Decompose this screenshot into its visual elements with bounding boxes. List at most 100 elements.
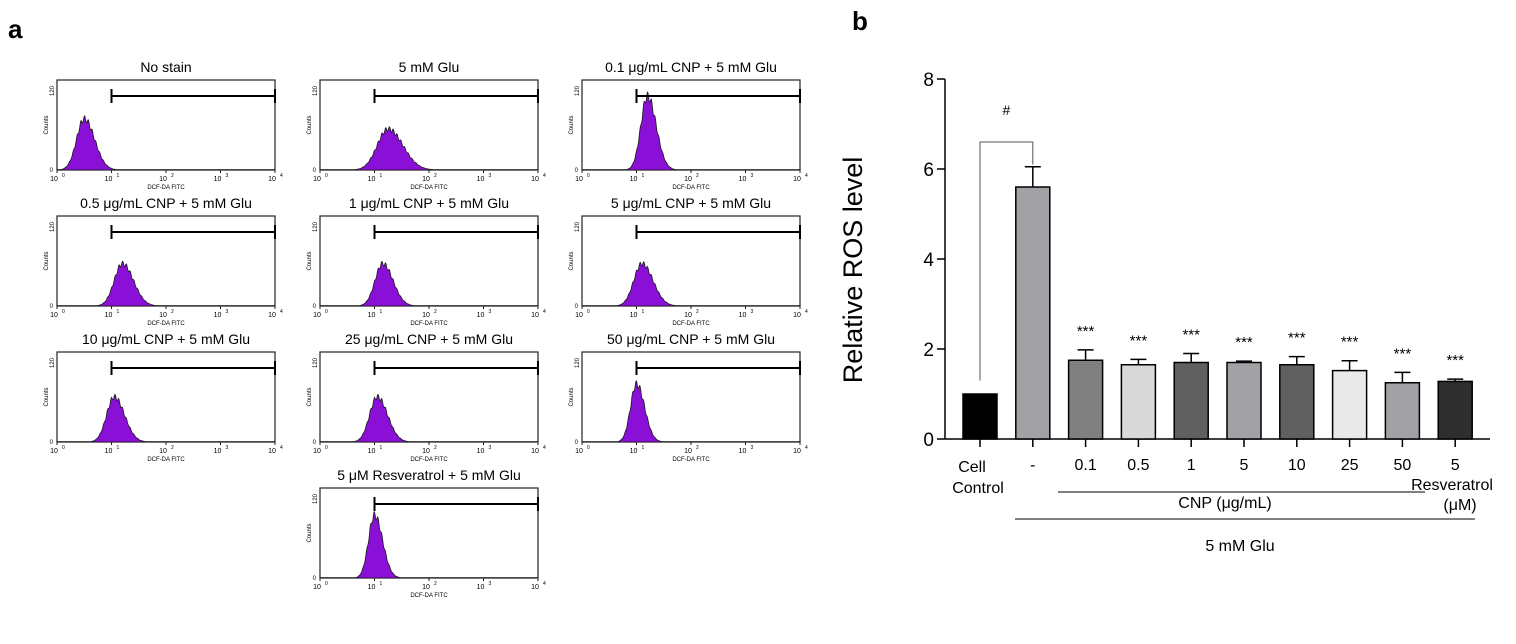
y-tick-label: 6	[923, 160, 934, 181]
x-tick-label: Control	[952, 480, 1004, 497]
x-tick-label: 10	[575, 448, 583, 455]
x-axis-label: DCF-DA FITC	[410, 185, 448, 191]
x-tick-exponent: 2	[696, 309, 699, 315]
x-tick-exponent: 1	[642, 445, 645, 451]
x-tick-exponent: 2	[434, 445, 437, 451]
x-tick-label: 25	[1341, 457, 1359, 474]
x-tick-exponent: 4	[280, 445, 283, 451]
y-tick-label: 120	[50, 357, 56, 368]
plot-frame	[319, 487, 539, 579]
y-axis-label: Relative ROS level	[838, 157, 868, 384]
y-tick-label: 0	[575, 304, 579, 310]
bar	[1067, 359, 1104, 440]
x-axis-label: DCF-DA FITC	[672, 185, 710, 191]
x-tick-exponent: 4	[280, 173, 283, 179]
y-tick-label: 120	[313, 221, 319, 232]
x-tick-label: 10	[793, 312, 801, 319]
x-tick-label: 10	[739, 448, 747, 455]
significance-label: ***	[1235, 334, 1253, 351]
histogram-fill	[56, 393, 276, 443]
y-axis-label: Counts	[307, 523, 313, 542]
x-tick-exponent: 1	[117, 309, 120, 315]
x-tick-label: 10	[477, 176, 485, 183]
x-tick-label: 10	[477, 448, 485, 455]
x-axis-label: DCF-DA FITC	[672, 457, 710, 463]
x-tick-label: 50	[1394, 457, 1412, 474]
x-tick-label: 10	[105, 312, 113, 319]
x-tick-label: 10	[50, 176, 58, 183]
x-tick-exponent: 3	[489, 581, 492, 587]
x-tick-exponent: 0	[587, 445, 590, 451]
plot-frame	[56, 351, 276, 443]
y-axis-label: Counts	[44, 251, 50, 270]
x-tick-label: 10	[368, 448, 376, 455]
x-tick-label: 10	[684, 312, 692, 319]
x-tick-label: 10	[575, 176, 583, 183]
plot-frame	[56, 215, 276, 307]
resveratrol-label: Resveratrol	[1411, 477, 1493, 494]
y-axis-label: Counts	[569, 115, 575, 134]
histogram-title: 1 μg/mL CNP + 5 mM Glu	[349, 195, 509, 211]
histogram-title: 5 mM Glu	[399, 59, 460, 75]
x-tick-exponent: 2	[696, 173, 699, 179]
x-tick-exponent: 4	[543, 581, 546, 587]
x-tick-label: 10	[531, 312, 539, 319]
y-tick-label: 0	[575, 168, 579, 174]
bar	[1226, 361, 1262, 440]
y-tick-label: 120	[50, 221, 56, 232]
x-tick-exponent: 0	[325, 445, 328, 451]
y-tick-label: 0	[923, 430, 934, 451]
x-tick-label: 10	[368, 176, 376, 183]
histogram-title: 5 μg/mL CNP + 5 mM Glu	[611, 195, 771, 211]
significance-label: ***	[1446, 352, 1464, 369]
bar	[1015, 186, 1051, 440]
x-tick-exponent: 3	[751, 173, 754, 179]
histogram-fill	[319, 126, 539, 171]
x-tick-label: 10	[422, 312, 430, 319]
y-tick-label: 0	[50, 168, 54, 174]
histogram-fill	[319, 511, 539, 579]
x-tick-label: 10	[214, 176, 222, 183]
x-tick-exponent: 3	[226, 173, 229, 179]
x-tick-label: 10	[313, 448, 321, 455]
x-tick-exponent: 3	[751, 445, 754, 451]
x-tick-label: -	[1030, 457, 1035, 474]
x-tick-exponent: 1	[117, 173, 120, 179]
significance-label: ***	[1288, 330, 1306, 347]
x-tick-exponent: 0	[325, 581, 328, 587]
histogram-plot: 0.5 μg/mL CNP + 5 mM Glu 120 0 Counts 10 0 10 1…	[44, 195, 283, 327]
x-tick-label: 10	[368, 312, 376, 319]
x-tick-label: 10	[105, 448, 113, 455]
x-tick-label: 10	[313, 584, 321, 591]
x-tick-label: 10	[50, 312, 58, 319]
x-tick-exponent: 2	[434, 309, 437, 315]
histogram-title: No stain	[140, 59, 191, 75]
bar	[1120, 364, 1157, 440]
x-tick-label: 10	[105, 176, 113, 183]
y-tick-label: 0	[575, 440, 579, 446]
histogram-plot: 1 μg/mL CNP + 5 mM Glu 120 0 Counts 10 0 10 1 10…	[307, 195, 546, 327]
x-tick-label: 10	[477, 312, 485, 319]
cnp-group-label: CNP (μg/mL)	[1178, 495, 1271, 512]
x-tick-exponent: 2	[171, 309, 174, 315]
plot-frame	[319, 215, 539, 307]
x-axis-label: DCF-DA FITC	[410, 457, 448, 463]
significance-label: ***	[1182, 327, 1200, 344]
x-tick-label: 1	[1187, 457, 1196, 474]
x-tick-label: 10	[313, 312, 321, 319]
plot-frame	[581, 79, 801, 171]
histogram-fill	[319, 260, 539, 307]
x-tick-label: 10	[313, 176, 321, 183]
significance-label: ***	[1130, 332, 1148, 349]
x-tick-exponent: 0	[62, 445, 65, 451]
plot-frame	[319, 351, 539, 443]
plot-frame	[581, 351, 801, 443]
histogram-plot: 5 mM Glu 120 0 Counts 10 0 10 1 10 2 10 3 10 4 DCF-DA …	[307, 59, 546, 191]
bar	[1437, 380, 1473, 440]
significance-label: ***	[1341, 334, 1359, 351]
bar	[1331, 369, 1368, 440]
panel-label-b: b	[852, 6, 868, 36]
